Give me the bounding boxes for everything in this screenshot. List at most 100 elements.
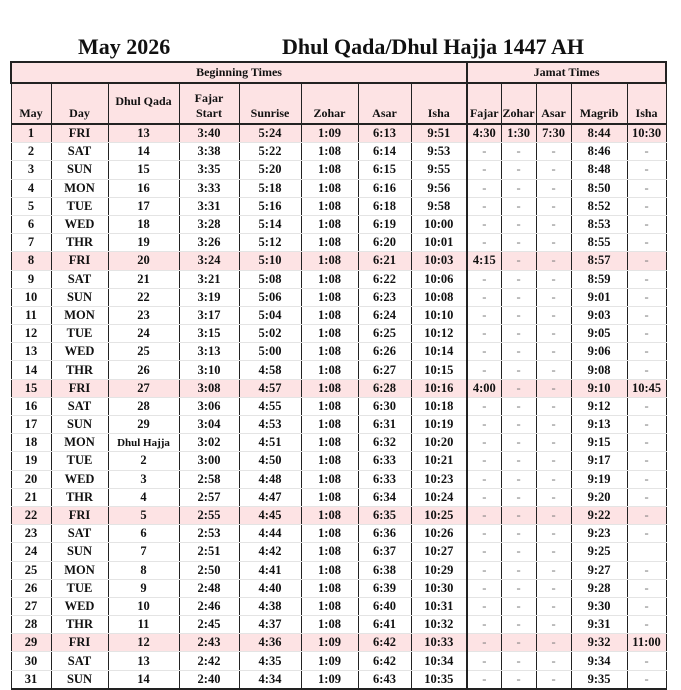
col-dhul-qada: Dhul Qada bbox=[107, 83, 180, 125]
cell-jamat-isha: - bbox=[626, 597, 667, 617]
timetable-body: 1 FRI 13 3:40 5:24 1:09 6:13 9:51 4:30 1:30 7:30 8:… bbox=[10, 124, 667, 690]
table-row: 26 TUE 9 2:48 4:40 1:08 6:39 10:30- - -9:28- bbox=[10, 579, 667, 598]
cell-asar: 6:43 bbox=[357, 670, 412, 690]
cell-day: SUN bbox=[50, 542, 109, 562]
cell-fajar-start: 2:40 bbox=[178, 670, 240, 690]
cell-jamat-fajar: - bbox=[466, 633, 502, 653]
cell-jamat-zohar: - bbox=[500, 633, 537, 653]
cell-sunrise: 4:37 bbox=[238, 615, 302, 635]
cell-hijri-date: 15 bbox=[107, 160, 180, 180]
cell-jamat-asar: - bbox=[535, 451, 572, 471]
cell-jamat-fajar: 4:15 bbox=[466, 251, 502, 271]
cell-isha: 9:58 bbox=[410, 197, 469, 216]
cell-jamat-zohar: - bbox=[500, 197, 537, 216]
table-row: 15 FRI 27 3:08 4:57 1:08 6:28 10:16 4:00- -9:10 10… bbox=[10, 379, 667, 398]
cell-fajar-start: 3:17 bbox=[178, 306, 240, 326]
cell-may: 19 bbox=[10, 451, 52, 471]
cell-zohar: 1:08 bbox=[300, 142, 359, 162]
cell-asar: 6:30 bbox=[357, 397, 412, 417]
cell-fajar-start: 2:58 bbox=[178, 470, 240, 489]
cell-fajar-start: 2:48 bbox=[178, 579, 240, 598]
cell-fajar-start: 2:42 bbox=[178, 651, 240, 671]
cell-sunrise: 4:44 bbox=[238, 524, 302, 544]
cell-zohar: 1:08 bbox=[300, 288, 359, 307]
cell-sunrise: 4:48 bbox=[238, 470, 302, 489]
cell-may: 11 bbox=[10, 306, 52, 326]
cell-zohar: 1:08 bbox=[300, 324, 359, 344]
cell-asar: 6:35 bbox=[357, 506, 412, 526]
cell-jamat-fajar: - bbox=[466, 324, 502, 344]
cell-jamat-zohar: - bbox=[500, 160, 537, 180]
cell-day: SAT bbox=[50, 142, 109, 162]
cell-jamat-magrib: 9:01 bbox=[570, 288, 628, 307]
cell-asar: 6:39 bbox=[357, 579, 412, 598]
cell-may: 24 bbox=[10, 542, 52, 562]
cell-may: 13 bbox=[10, 342, 52, 362]
cell-isha: 9:53 bbox=[410, 142, 469, 162]
cell-fajar-start: 3:35 bbox=[178, 160, 240, 180]
cell-jamat-isha: - bbox=[626, 306, 667, 326]
cell-may: 15 bbox=[10, 379, 52, 398]
table-row: 27 WED 10 2:46 4:38 1:08 6:40 10:31- - -9:30- bbox=[10, 597, 667, 617]
cell-zohar: 1:09 bbox=[300, 124, 359, 144]
cell-asar: 6:37 bbox=[357, 542, 412, 562]
cell-jamat-magrib: 8:46 bbox=[570, 142, 628, 162]
cell-hijri-date: 3 bbox=[107, 470, 180, 489]
cell-may: 25 bbox=[10, 561, 52, 580]
cell-jamat-zohar: - bbox=[500, 561, 537, 580]
cell-isha: 10:30 bbox=[410, 579, 469, 598]
cell-hijri-date: 19 bbox=[107, 233, 180, 253]
cell-asar: 6:14 bbox=[357, 142, 412, 162]
cell-fajar-start: 3:19 bbox=[178, 288, 240, 307]
cell-jamat-isha: - bbox=[626, 179, 667, 198]
cell-fajar-start: 3:28 bbox=[178, 215, 240, 235]
cell-day: SUN bbox=[50, 288, 109, 307]
cell-jamat-asar: - bbox=[535, 506, 572, 526]
table-row: 18 MON Dhul Hajja 3:02 4:51 1:08 6:32 10:20- - -9… bbox=[10, 433, 667, 453]
table-row: 30 SAT 13 2:42 4:35 1:09 6:42 10:34- - -9:34- bbox=[10, 651, 667, 671]
cell-isha: 10:34 bbox=[410, 651, 469, 671]
cell-may: 2 bbox=[10, 142, 52, 162]
cell-jamat-zohar: - bbox=[500, 288, 537, 307]
cell-jamat-isha: - bbox=[626, 615, 667, 635]
cell-jamat-asar: - bbox=[535, 179, 572, 198]
cell-fajar-start: 3:15 bbox=[178, 324, 240, 344]
cell-fajar-start: 2:50 bbox=[178, 561, 240, 580]
hijri-title: Dhul Qada/Dhul Hajja 1447 AH bbox=[282, 34, 584, 59]
cell-hijri-date: Dhul Hajja bbox=[107, 433, 180, 453]
cell-jamat-zohar: - bbox=[500, 542, 537, 562]
table-row: 31 SUN 14 2:40 4:34 1:09 6:43 10:35- - -9:35- bbox=[10, 670, 667, 690]
cell-jamat-zohar: - bbox=[500, 415, 537, 435]
cell-hijri-date: 4 bbox=[107, 488, 180, 507]
cell-jamat-magrib: 9:28 bbox=[570, 579, 628, 598]
cell-asar: 6:42 bbox=[357, 651, 412, 671]
cell-day: SAT bbox=[50, 270, 109, 289]
cell-jamat-magrib: 8:55 bbox=[570, 233, 628, 253]
cell-day: THR bbox=[50, 233, 109, 253]
dhul-qada-label: Dhul Qada bbox=[115, 94, 172, 108]
cell-day: MON bbox=[50, 433, 109, 453]
cell-fajar-start: 3:24 bbox=[178, 251, 240, 271]
cell-jamat-magrib: 9:12 bbox=[570, 397, 628, 417]
cell-jamat-zohar: - bbox=[500, 670, 537, 690]
cell-zohar: 1:08 bbox=[300, 360, 359, 380]
cell-hijri-date: 22 bbox=[107, 288, 180, 307]
cell-day: SUN bbox=[50, 670, 109, 690]
cell-jamat-zohar: - bbox=[500, 506, 537, 526]
cell-jamat-magrib: 9:30 bbox=[570, 597, 628, 617]
table-row: 19 TUE 2 3:00 4:50 1:08 6:33 10:21- - -9:17- bbox=[10, 451, 667, 471]
cell-may: 10 bbox=[10, 288, 52, 307]
cell-hijri-date: 5 bbox=[107, 506, 180, 526]
cell-jamat-fajar: - bbox=[466, 270, 502, 289]
cell-jamat-magrib: 9:25 bbox=[570, 542, 628, 562]
cell-fajar-start: 3:40 bbox=[178, 124, 240, 144]
cell-may: 22 bbox=[10, 506, 52, 526]
cell-may: 18 bbox=[10, 433, 52, 453]
cell-jamat-magrib: 8:52 bbox=[570, 197, 628, 216]
cell-isha: 10:32 bbox=[410, 615, 469, 635]
cell-jamat-asar: - bbox=[535, 270, 572, 289]
cell-jamat-zohar: - bbox=[500, 270, 537, 289]
cell-isha: 10:14 bbox=[410, 342, 469, 362]
table-row: 8 FRI 20 3:24 5:10 1:08 6:21 10:03 4:15- -8:57- bbox=[10, 251, 667, 271]
table-row: 20 WED 3 2:58 4:48 1:08 6:33 10:23- - -9:19- bbox=[10, 470, 667, 489]
